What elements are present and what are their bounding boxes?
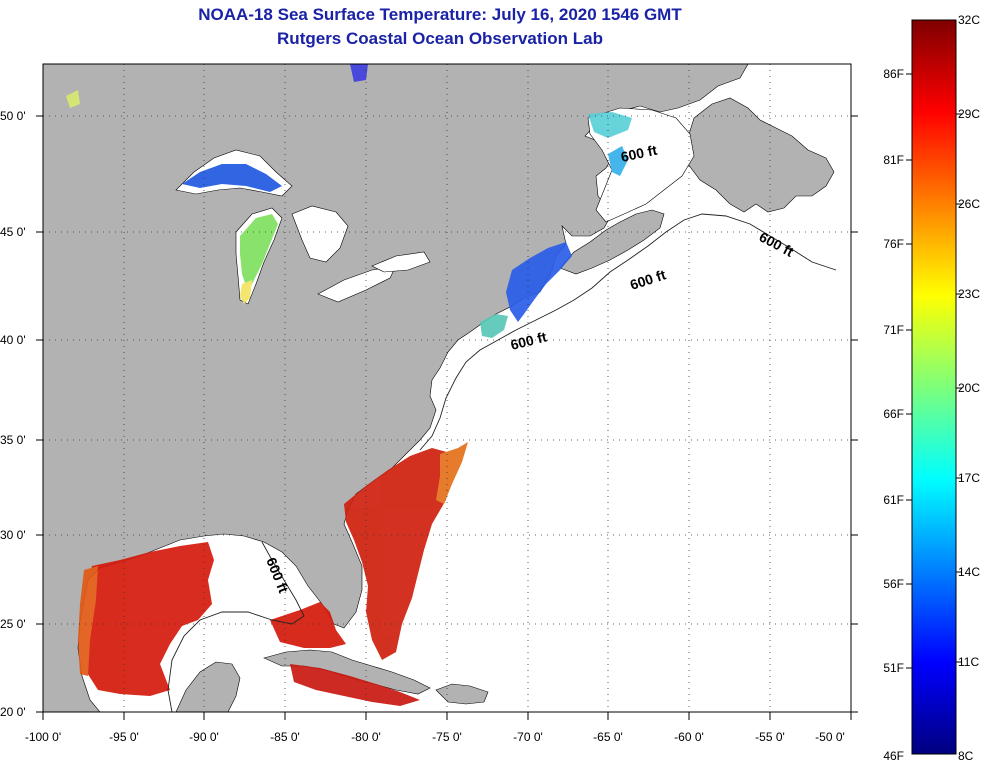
land-yucatan — [175, 661, 241, 712]
y-tick-label: 50 0' — [0, 109, 26, 123]
y-tick-label: 20 0' — [0, 705, 26, 719]
y-axis — [36, 115, 858, 713]
colorbar-celsius-label: 17C — [958, 471, 980, 485]
colorbar-celsius-label: 14C — [958, 565, 980, 579]
colorbar-celsius-label: 11C — [958, 655, 979, 669]
colorbar-fahrenheit-label: 76F — [883, 237, 904, 251]
y-tick-label: 25 0' — [0, 617, 26, 631]
colorbar-fahrenheit-label: 61F — [883, 493, 904, 507]
colorbar-fahrenheit-label: 46F — [883, 749, 904, 763]
x-tick-label: -90 0' — [189, 730, 219, 744]
x-tick-label: -50 0' — [815, 730, 845, 744]
land-hispaniola — [435, 683, 489, 705]
map-subtitle: Rutgers Coastal Ocean Observation Lab — [277, 29, 603, 48]
land-nova-scotia — [559, 209, 665, 275]
land-newfoundland — [685, 97, 835, 213]
colorbar-fahrenheit-label: 66F — [883, 407, 904, 421]
grid-lines — [43, 64, 851, 712]
colorbar-gradient — [911, 19, 957, 755]
colorbar-fahrenheit-label: 51F — [883, 661, 904, 675]
y-tick-label: 45 0' — [0, 225, 26, 239]
y-tick-label: 35 0' — [0, 433, 26, 447]
y-tick-label: 30 0' — [0, 528, 26, 542]
x-tick-label: -85 0' — [270, 730, 300, 744]
colorbar-celsius-label: 32C — [958, 13, 980, 27]
x-tick-label: -95 0' — [109, 730, 139, 744]
x-tick-label: -100 0' — [25, 730, 61, 744]
x-tick-label: -75 0' — [432, 730, 462, 744]
lake-erie — [317, 265, 397, 303]
x-tick-label: -55 0' — [755, 730, 785, 744]
gulf-st-lawrence — [587, 107, 695, 223]
sst-cool-data — [66, 64, 632, 338]
colorbar-fahrenheit-label: 56F — [883, 577, 904, 591]
colorbar-celsius-label: 29C — [958, 107, 980, 121]
x-tick-label: -60 0' — [674, 730, 704, 744]
x-axis: -100 0' -95 0' -90 0' -85 0' -80 0' -75 … — [25, 712, 852, 744]
colorbar-celsius-label: 8C — [958, 749, 974, 763]
colorbar: 32C 29C 26C 23C 20C 17C 14C 11C 8C 86F 8… — [883, 13, 980, 763]
colorbar-celsius-label: 23C — [958, 287, 980, 301]
y-tick-label: 40 0' — [0, 333, 26, 347]
x-tick-label: -65 0' — [593, 730, 623, 744]
x-tick-label: -80 0' — [351, 730, 381, 744]
colorbar-celsius-label: 26C — [958, 197, 980, 211]
lake-ontario — [371, 251, 431, 273]
colorbar-fahrenheit-label: 71F — [883, 323, 904, 337]
colorbar-fahrenheit-label: 86F — [883, 67, 904, 81]
isobath-600ft — [167, 213, 837, 712]
lake-huron — [291, 205, 349, 263]
map-title: NOAA-18 Sea Surface Temperature: July 16… — [198, 5, 682, 24]
contour-label-newfoundland: 600 ft — [619, 142, 658, 165]
colorbar-celsius-label: 20C — [958, 381, 980, 395]
colorbar-fahrenheit-label: 81F — [883, 153, 904, 167]
sst-warm-data — [78, 442, 468, 706]
x-tick-label: -70 0' — [513, 730, 543, 744]
